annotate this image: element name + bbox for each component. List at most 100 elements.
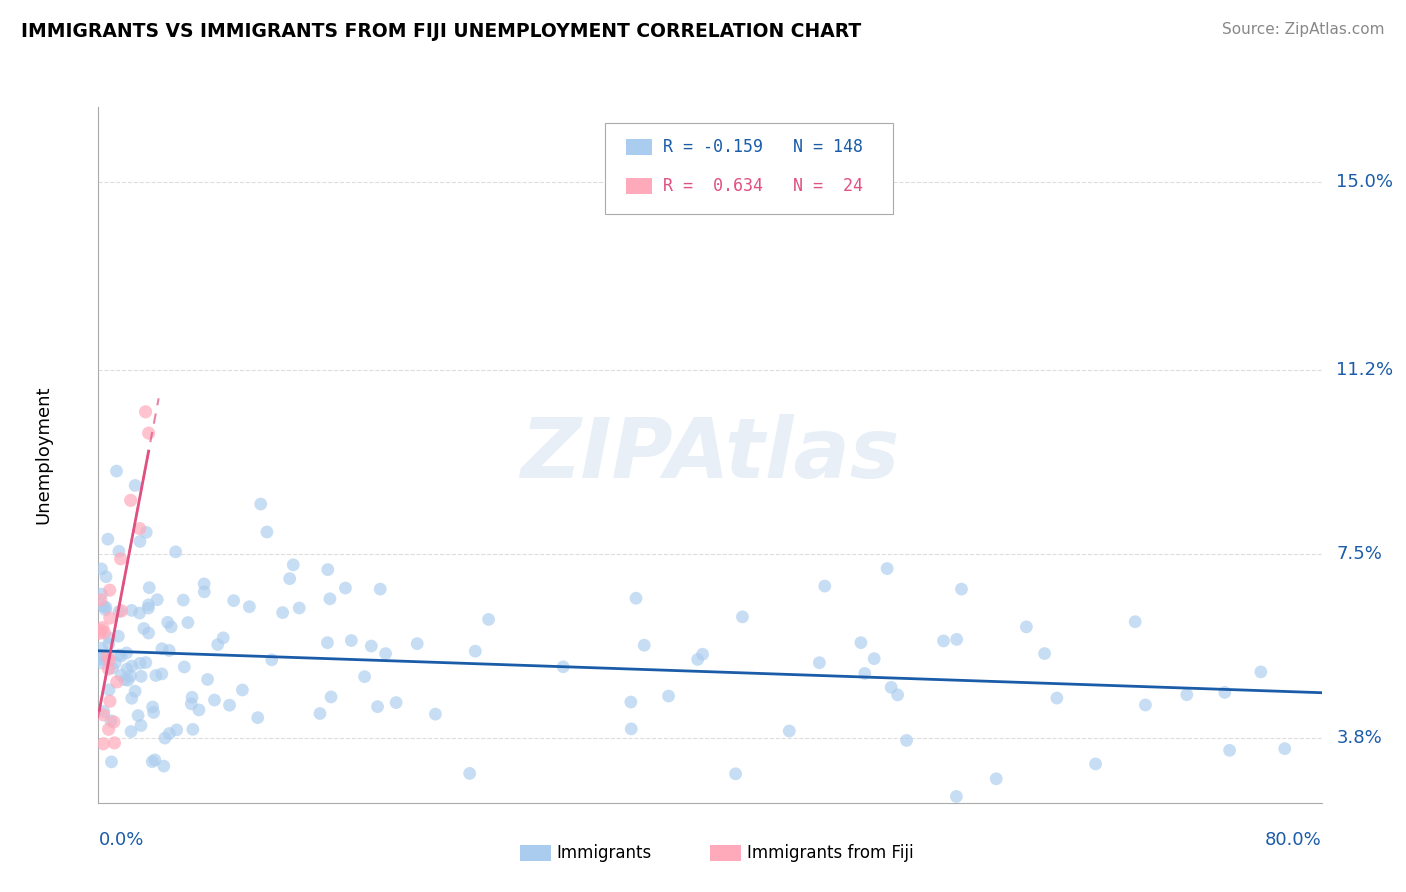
Point <box>340 633 363 648</box>
Point <box>260 653 283 667</box>
Point <box>1123 615 1146 629</box>
Point <box>97 532 120 546</box>
Point <box>155 820 177 834</box>
Point <box>94 600 117 615</box>
Point <box>96 649 118 664</box>
Point <box>120 493 142 508</box>
Text: 7.5%: 7.5% <box>1336 545 1382 564</box>
Point <box>986 772 1008 786</box>
Point <box>153 759 176 773</box>
Point <box>406 637 429 651</box>
Point <box>135 405 157 419</box>
Point <box>110 551 132 566</box>
Point <box>90 562 112 576</box>
Point <box>90 641 112 656</box>
Point <box>127 708 149 723</box>
Point <box>89 626 111 640</box>
Point <box>633 638 655 652</box>
Text: 0.0%: 0.0% <box>98 830 143 848</box>
Point <box>316 563 339 577</box>
Point <box>121 659 143 673</box>
Point <box>90 623 112 637</box>
Point <box>238 599 260 614</box>
Point <box>222 593 245 607</box>
Point <box>945 789 967 804</box>
Point <box>172 593 194 607</box>
Point <box>141 755 163 769</box>
Point <box>94 570 117 584</box>
Point <box>93 599 115 614</box>
Text: 11.2%: 11.2% <box>1336 361 1393 379</box>
Point <box>157 643 180 657</box>
Text: ZIPAtlas: ZIPAtlas <box>520 415 900 495</box>
Point <box>193 584 215 599</box>
Point <box>120 669 142 683</box>
Point <box>150 641 173 656</box>
Point <box>105 464 128 478</box>
Point <box>458 766 481 780</box>
Point <box>177 615 200 630</box>
Point <box>309 706 332 721</box>
Point <box>180 697 202 711</box>
Point <box>93 625 115 640</box>
Point <box>278 572 301 586</box>
Point <box>166 723 188 737</box>
Point <box>128 522 150 536</box>
Point <box>128 657 150 671</box>
Point <box>114 673 136 687</box>
Point <box>1084 756 1107 771</box>
Point <box>620 695 643 709</box>
Point <box>105 675 128 690</box>
Point <box>319 690 342 704</box>
Point <box>110 604 132 618</box>
Point <box>160 620 183 634</box>
Point <box>319 591 342 606</box>
Point <box>1175 688 1198 702</box>
Point <box>368 582 391 596</box>
Point <box>90 593 112 607</box>
Point <box>90 652 112 666</box>
Point <box>316 635 339 649</box>
Point <box>157 726 180 740</box>
Point <box>360 639 382 653</box>
Point <box>91 656 114 670</box>
Point <box>120 724 142 739</box>
Point <box>187 703 209 717</box>
Point <box>100 714 122 728</box>
Point <box>814 579 837 593</box>
Point <box>143 753 166 767</box>
Point <box>91 811 114 825</box>
Point <box>231 683 253 698</box>
Point <box>121 691 143 706</box>
Point <box>93 707 115 722</box>
Point <box>110 668 132 682</box>
Point <box>1219 743 1241 757</box>
Point <box>107 629 129 643</box>
Point <box>553 660 575 674</box>
Point <box>101 661 124 675</box>
Text: Immigrants: Immigrants <box>557 844 652 862</box>
Point <box>876 561 898 575</box>
Point <box>173 660 195 674</box>
Point <box>138 426 160 441</box>
Point <box>138 626 160 640</box>
Point <box>724 767 747 781</box>
Point <box>91 650 114 665</box>
Text: 3.8%: 3.8% <box>1336 729 1382 747</box>
Point <box>129 718 152 732</box>
Point <box>108 846 131 860</box>
Point <box>1033 647 1056 661</box>
Point <box>620 722 643 736</box>
Point <box>103 714 125 729</box>
Point <box>97 637 120 651</box>
Point <box>288 601 311 615</box>
Point <box>90 587 112 601</box>
Point <box>385 696 408 710</box>
Point <box>129 669 152 683</box>
Point <box>146 592 169 607</box>
Point <box>156 615 179 630</box>
Point <box>117 673 139 687</box>
Point <box>778 724 800 739</box>
Point <box>129 534 152 549</box>
Point <box>353 670 375 684</box>
